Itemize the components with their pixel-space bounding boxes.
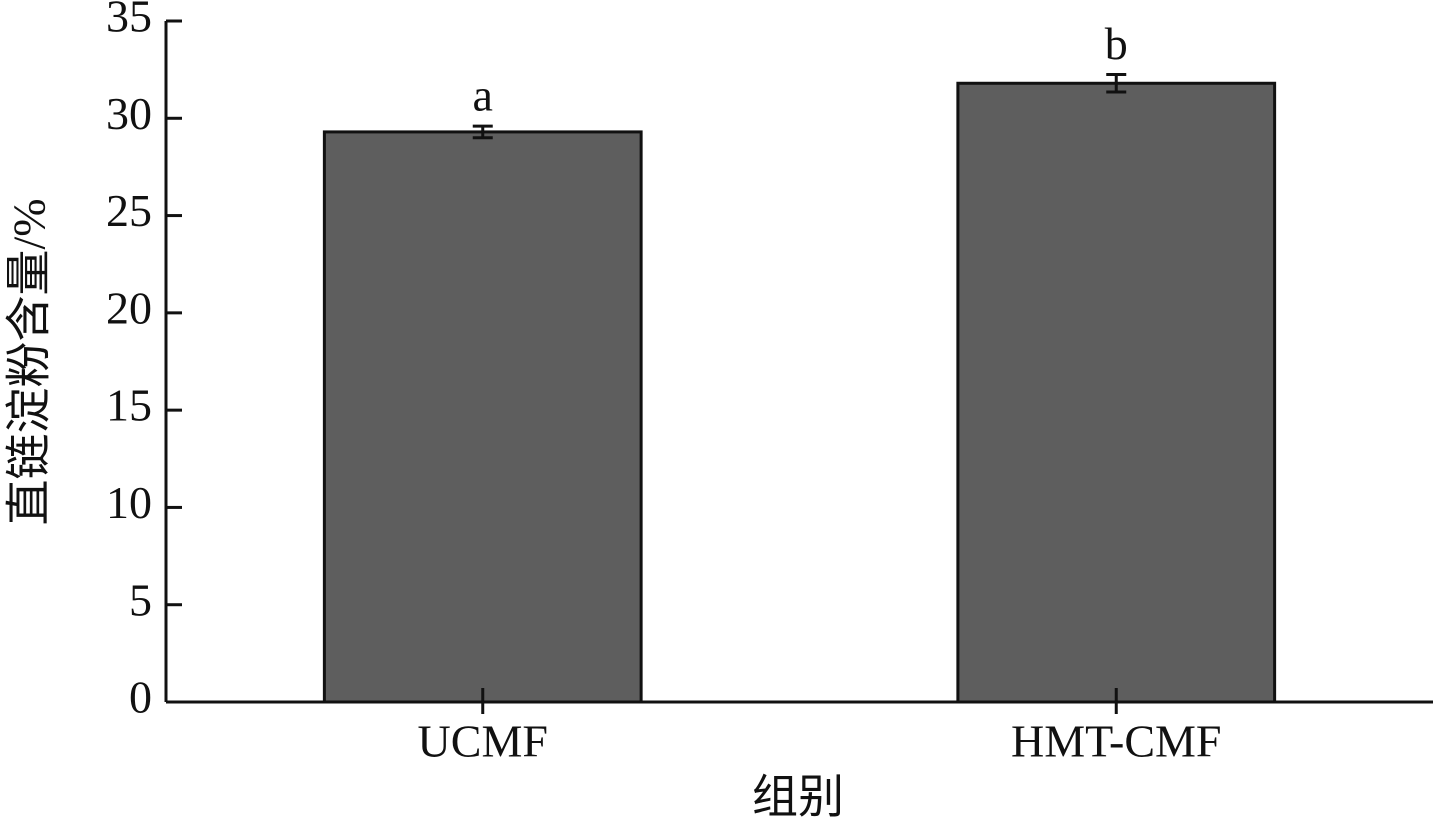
y-tick-label: 20 xyxy=(106,282,152,333)
bar xyxy=(322,130,643,704)
y-axis-label: 直链淀粉含量/% xyxy=(4,198,55,525)
x-tick-label: HMT-CMF xyxy=(1011,716,1221,767)
y-tick-label: 10 xyxy=(106,477,152,528)
y-tick-label: 35 xyxy=(106,0,152,42)
y-tick-label: 25 xyxy=(106,185,152,236)
y-tick-label: 15 xyxy=(106,380,152,431)
y-tick-label: 30 xyxy=(106,88,152,139)
x-tick-label: UCMF xyxy=(418,716,548,767)
y-tick-label: 0 xyxy=(129,672,152,723)
bar xyxy=(956,81,1277,704)
significance-label: b xyxy=(1105,18,1128,69)
y-tick-label: 5 xyxy=(129,574,152,625)
x-axis-label: 组别 xyxy=(752,772,844,823)
significance-label: a xyxy=(473,70,493,121)
